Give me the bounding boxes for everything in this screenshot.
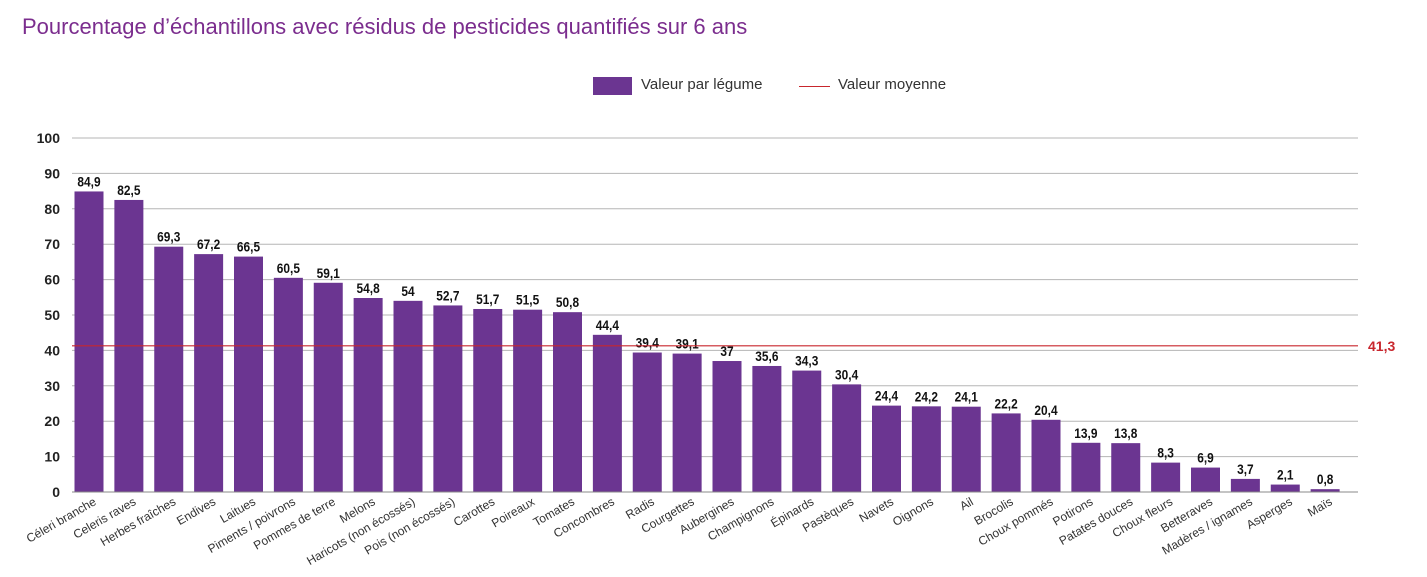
bar (792, 370, 822, 492)
y-tick-label: 10 (44, 449, 60, 465)
x-tick-label: Oignons (890, 494, 936, 528)
bar-value-label: 8,3 (1157, 445, 1174, 461)
legend-label-bar: Valeur par légume (641, 76, 763, 93)
bar-value-label: 67,2 (197, 236, 220, 252)
bar-value-label: 44,4 (596, 317, 620, 333)
bar-value-label: 13,8 (1114, 425, 1137, 441)
bar-value-label: 34,3 (795, 353, 818, 369)
x-tick-label: Endives (174, 494, 218, 527)
y-tick-label: 100 (37, 130, 61, 146)
legend-label-average: Valeur moyenne (838, 76, 947, 93)
y-tick-label: 50 (44, 307, 60, 323)
bar-value-label: 2,1 (1277, 467, 1294, 483)
bar (1230, 478, 1260, 492)
bar-value-label: 0,8 (1317, 471, 1334, 487)
legend-swatch-bar (593, 77, 632, 95)
x-tick-label: Carottes (451, 494, 497, 529)
y-tick-label: 20 (44, 413, 60, 429)
bar-value-label: 39,1 (676, 336, 699, 352)
bar-value-label: 59,1 (317, 265, 340, 281)
bar (1310, 489, 1340, 492)
bar (1031, 419, 1061, 492)
bar (154, 246, 184, 492)
bar-value-label: 22,2 (995, 395, 1018, 411)
bar (273, 277, 303, 492)
chart-title: Pourcentage d’échantillons avec résidus … (22, 14, 748, 39)
bar (513, 309, 543, 492)
y-tick-label: 30 (44, 378, 60, 394)
bar-value-label: 51,5 (516, 292, 539, 308)
bar (74, 191, 104, 493)
bar-value-label: 60,5 (277, 260, 300, 276)
bar-value-label: 52,7 (436, 288, 459, 304)
bar-value-label: 24,4 (875, 388, 899, 404)
bar (632, 352, 662, 492)
bar (393, 300, 423, 492)
bar-value-label: 54,8 (357, 280, 380, 296)
bar (752, 365, 782, 492)
bar (1111, 443, 1141, 492)
y-tick-label: 70 (44, 236, 60, 252)
x-tick-label: Navets (857, 494, 896, 525)
bar (911, 406, 941, 492)
bar-value-label: 3,7 (1237, 461, 1254, 477)
y-tick-label: 0 (52, 484, 60, 500)
bar (872, 405, 901, 492)
bar (234, 256, 263, 492)
y-tick-label: 90 (44, 165, 60, 181)
bar (991, 413, 1021, 492)
bar (1191, 467, 1220, 492)
bar-value-label: 84,9 (77, 174, 100, 190)
bar-value-label: 6,9 (1197, 450, 1214, 466)
bar (473, 308, 503, 492)
bar (313, 282, 343, 492)
bar-value-label: 66,5 (237, 239, 260, 255)
bar-value-label: 35,6 (755, 348, 778, 364)
bar-value-label: 13,9 (1074, 425, 1097, 441)
bar (712, 361, 742, 492)
bar (353, 298, 383, 492)
bar-value-label: 39,4 (636, 335, 660, 351)
x-tick-label: Asperges (1244, 494, 1295, 531)
bar (1071, 442, 1101, 492)
bar (433, 305, 463, 492)
bar-value-label: 30,4 (835, 366, 859, 382)
average-value-label: 41,3 (1368, 338, 1395, 354)
bar-value-label: 20,4 (1034, 402, 1058, 418)
bar (194, 254, 224, 492)
bar (951, 406, 981, 492)
x-tick-label: Poireaux (489, 494, 537, 530)
bar-value-label: 24,1 (955, 389, 978, 405)
legend-swatch-line (799, 86, 830, 87)
bar-value-label: 82,5 (117, 182, 140, 198)
bar (553, 312, 582, 492)
y-tick-label: 80 (44, 201, 60, 217)
bar (1151, 462, 1181, 492)
bar (832, 384, 862, 492)
bar-value-label: 69,3 (157, 229, 180, 245)
bar-value-label: 24,2 (915, 388, 938, 404)
y-tick-label: 60 (44, 272, 60, 288)
bar-value-label: 50,8 (556, 294, 579, 310)
bar-value-label: 54 (401, 283, 415, 299)
x-tick-label: Maïs (1305, 494, 1335, 519)
bar (592, 334, 622, 492)
bar (1270, 484, 1300, 492)
x-tick-label: Ail (957, 494, 976, 513)
bar-value-label: 37 (720, 343, 733, 359)
bar (672, 353, 702, 492)
y-tick-label: 40 (44, 342, 60, 358)
bar-value-label: 51,7 (476, 291, 499, 307)
